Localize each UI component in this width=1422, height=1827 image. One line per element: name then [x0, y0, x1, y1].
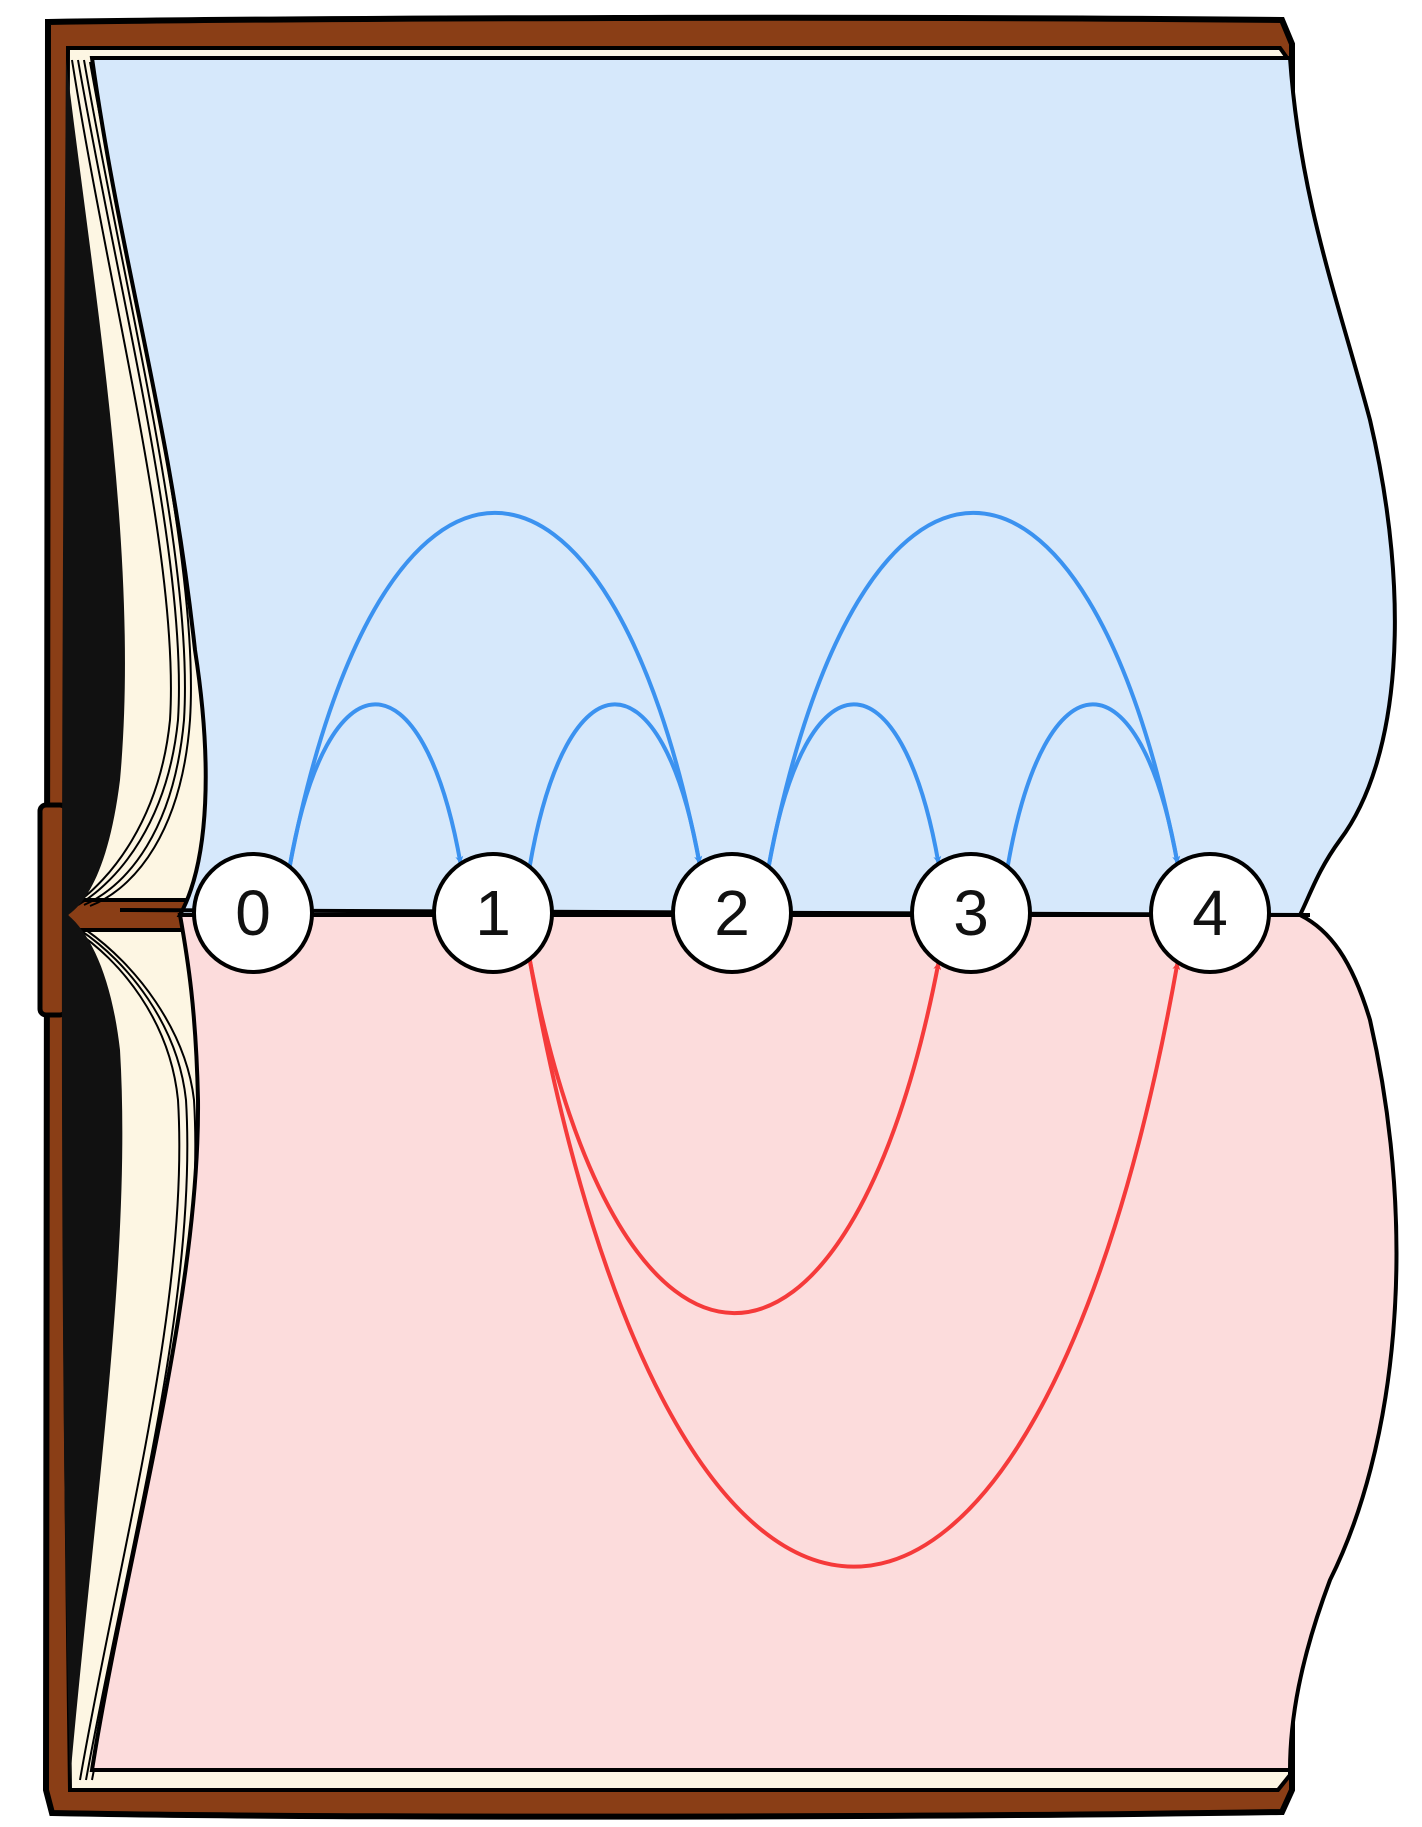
node-1-label: 1: [475, 877, 511, 949]
node-3-label: 3: [953, 877, 989, 949]
lower-page: [89, 913, 1399, 1772]
node-1-circle: [432, 852, 554, 974]
nodes-layer: 0 1 2 3 4: [192, 852, 1271, 974]
blue-edge-3-to-4: [1005, 702, 1181, 868]
node-2: 2: [671, 852, 793, 974]
blue-edge-2-to-4: [766, 511, 1181, 868]
red-edge-1-to-4: [527, 958, 1181, 1569]
book-gutter: [61, 60, 125, 1780]
node-4: 4: [1149, 852, 1271, 974]
node-0: 0: [192, 852, 314, 974]
node-4-circle: [1149, 852, 1271, 974]
blue-edge-1-to-2: [527, 702, 703, 868]
node-4-label: 4: [1192, 877, 1228, 949]
open-book-illustration: [37, 14, 1399, 1820]
edges-layer: [287, 511, 1181, 1569]
node-2-circle: [671, 852, 793, 974]
node-0-circle: [192, 852, 314, 974]
upper-page-edge-lines: [71, 59, 192, 907]
red-edge-1-to-3: [527, 958, 942, 1315]
node-3-circle: [910, 852, 1032, 974]
upper-page: [89, 56, 1397, 917]
node-2-label: 2: [714, 877, 750, 949]
node-0-label: 0: [235, 877, 271, 949]
node-1: 1: [432, 852, 554, 974]
blue-edge-0-to-2: [287, 511, 703, 868]
node-3: 3: [910, 852, 1032, 974]
